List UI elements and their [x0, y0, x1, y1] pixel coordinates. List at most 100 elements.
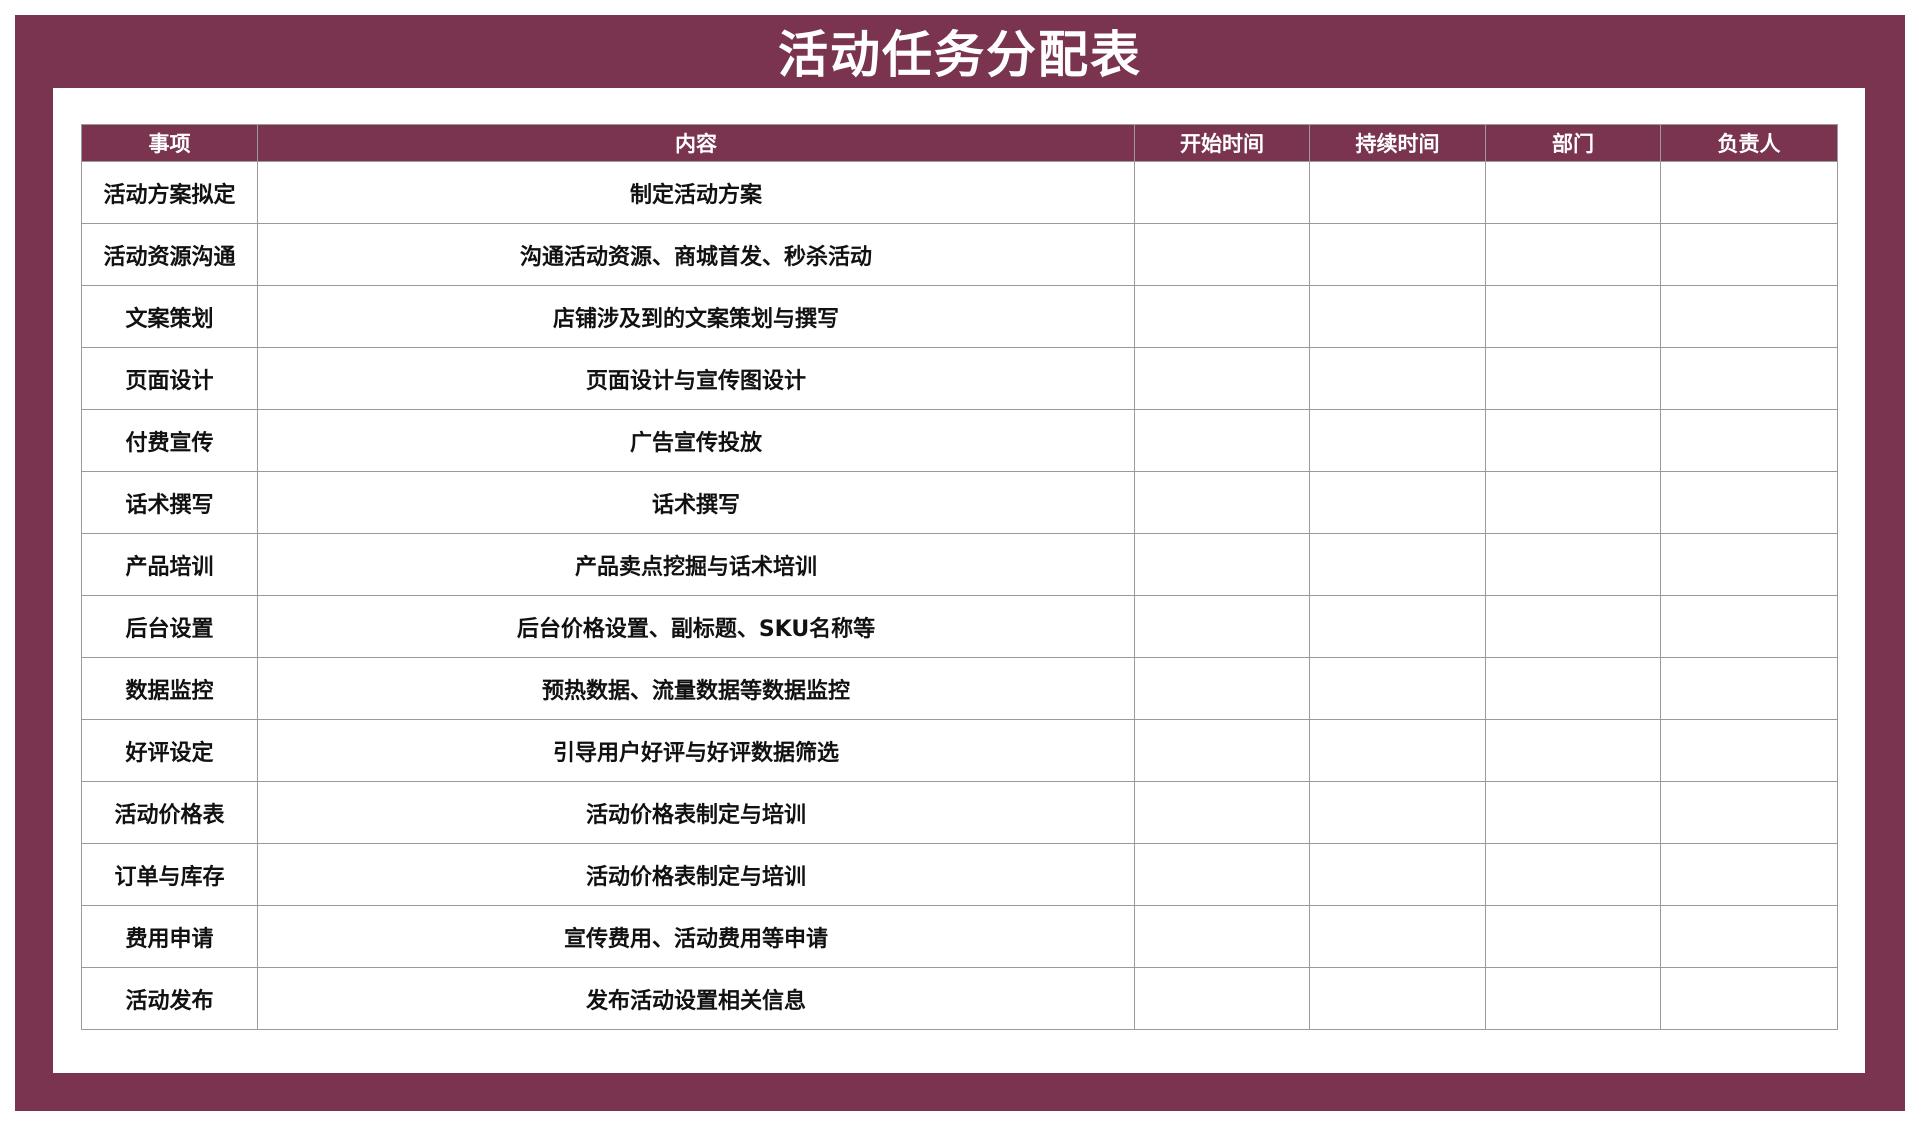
department-cell[interactable] — [1485, 285, 1661, 348]
item-cell: 活动价格表 — [81, 781, 258, 844]
sheet-frame: 活动任务分配表 事项 内容 开始时间 持续时间 部门 负责人 活动方案拟定 制定活… — [15, 15, 1905, 1111]
duration-cell[interactable] — [1309, 347, 1486, 410]
item-cell: 话术撰写 — [81, 471, 258, 534]
duration-cell[interactable] — [1309, 719, 1486, 782]
table-row: 付费宣传 广告宣传投放 — [81, 409, 1838, 472]
table-row: 页面设计 页面设计与宣传图设计 — [81, 347, 1838, 410]
content-cell: 活动价格表制定与培训 — [257, 781, 1135, 844]
department-cell[interactable] — [1485, 657, 1661, 720]
item-cell: 付费宣传 — [81, 409, 258, 472]
owner-cell[interactable] — [1660, 471, 1838, 534]
start-time-cell[interactable] — [1134, 223, 1310, 286]
table-row: 费用申请 宣传费用、活动费用等申请 — [81, 905, 1838, 968]
owner-cell[interactable] — [1660, 843, 1838, 906]
start-time-cell[interactable] — [1134, 471, 1310, 534]
department-cell[interactable] — [1485, 595, 1661, 658]
owner-cell[interactable] — [1660, 409, 1838, 472]
department-cell[interactable] — [1485, 409, 1661, 472]
task-table: 事项 内容 开始时间 持续时间 部门 负责人 活动方案拟定 制定活动方案 活动资源沟… — [81, 124, 1838, 1030]
content-cell: 活动价格表制定与培训 — [257, 843, 1135, 906]
department-cell[interactable] — [1485, 347, 1661, 410]
duration-cell[interactable] — [1309, 657, 1486, 720]
content-cell: 后台价格设置、副标题、SKU名称等 — [257, 595, 1135, 658]
department-cell[interactable] — [1485, 161, 1661, 224]
item-cell: 活动方案拟定 — [81, 161, 258, 224]
start-time-cell[interactable] — [1134, 905, 1310, 968]
content-cell: 引导用户好评与好评数据筛选 — [257, 719, 1135, 782]
content-cell: 制定活动方案 — [257, 161, 1135, 224]
department-cell[interactable] — [1485, 533, 1661, 596]
owner-cell[interactable] — [1660, 223, 1838, 286]
start-time-cell[interactable] — [1134, 409, 1310, 472]
department-cell[interactable] — [1485, 471, 1661, 534]
start-time-cell[interactable] — [1134, 595, 1310, 658]
department-cell[interactable] — [1485, 223, 1661, 286]
table-row: 话术撰写 话术撰写 — [81, 471, 1838, 534]
owner-cell[interactable] — [1660, 595, 1838, 658]
item-cell: 产品培训 — [81, 533, 258, 596]
item-cell: 订单与库存 — [81, 843, 258, 906]
start-time-cell[interactable] — [1134, 967, 1310, 1030]
table-row: 活动价格表 活动价格表制定与培训 — [81, 781, 1838, 844]
header-start-time: 开始时间 — [1134, 124, 1310, 162]
content-cell: 预热数据、流量数据等数据监控 — [257, 657, 1135, 720]
duration-cell[interactable] — [1309, 285, 1486, 348]
owner-cell[interactable] — [1660, 533, 1838, 596]
department-cell[interactable] — [1485, 781, 1661, 844]
duration-cell[interactable] — [1309, 595, 1486, 658]
duration-cell[interactable] — [1309, 843, 1486, 906]
owner-cell[interactable] — [1660, 905, 1838, 968]
item-cell: 费用申请 — [81, 905, 258, 968]
table-row: 活动发布 发布活动设置相关信息 — [81, 967, 1838, 1030]
department-cell[interactable] — [1485, 905, 1661, 968]
start-time-cell[interactable] — [1134, 781, 1310, 844]
header-row: 事项 内容 开始时间 持续时间 部门 负责人 — [81, 124, 1838, 162]
department-cell[interactable] — [1485, 967, 1661, 1030]
owner-cell[interactable] — [1660, 285, 1838, 348]
table-row: 数据监控 预热数据、流量数据等数据监控 — [81, 657, 1838, 720]
department-cell[interactable] — [1485, 843, 1661, 906]
table-row: 产品培训 产品卖点挖掘与话术培训 — [81, 533, 1838, 596]
header-content: 内容 — [257, 124, 1135, 162]
duration-cell[interactable] — [1309, 223, 1486, 286]
department-cell[interactable] — [1485, 719, 1661, 782]
item-cell: 好评设定 — [81, 719, 258, 782]
start-time-cell[interactable] — [1134, 161, 1310, 224]
owner-cell[interactable] — [1660, 657, 1838, 720]
content-cell: 页面设计与宣传图设计 — [257, 347, 1135, 410]
start-time-cell[interactable] — [1134, 285, 1310, 348]
start-time-cell[interactable] — [1134, 843, 1310, 906]
header-department: 部门 — [1485, 124, 1661, 162]
start-time-cell[interactable] — [1134, 533, 1310, 596]
duration-cell[interactable] — [1309, 409, 1486, 472]
table-row: 订单与库存 活动价格表制定与培训 — [81, 843, 1838, 906]
table-row: 后台设置 后台价格设置、副标题、SKU名称等 — [81, 595, 1838, 658]
content-cell: 沟通活动资源、商城首发、秒杀活动 — [257, 223, 1135, 286]
content-cell: 发布活动设置相关信息 — [257, 967, 1135, 1030]
duration-cell[interactable] — [1309, 967, 1486, 1030]
item-cell: 页面设计 — [81, 347, 258, 410]
table-row: 文案策划 店铺涉及到的文案策划与撰写 — [81, 285, 1838, 348]
item-cell: 活动发布 — [81, 967, 258, 1030]
table-row: 好评设定 引导用户好评与好评数据筛选 — [81, 719, 1838, 782]
owner-cell[interactable] — [1660, 719, 1838, 782]
owner-cell[interactable] — [1660, 161, 1838, 224]
owner-cell[interactable] — [1660, 781, 1838, 844]
table-row: 活动方案拟定 制定活动方案 — [81, 161, 1838, 224]
duration-cell[interactable] — [1309, 161, 1486, 224]
duration-cell[interactable] — [1309, 533, 1486, 596]
owner-cell[interactable] — [1660, 347, 1838, 410]
start-time-cell[interactable] — [1134, 657, 1310, 720]
content-cell: 话术撰写 — [257, 471, 1135, 534]
start-time-cell[interactable] — [1134, 347, 1310, 410]
content-cell: 店铺涉及到的文案策划与撰写 — [257, 285, 1135, 348]
content-cell: 宣传费用、活动费用等申请 — [257, 905, 1135, 968]
duration-cell[interactable] — [1309, 781, 1486, 844]
content-cell: 广告宣传投放 — [257, 409, 1135, 472]
duration-cell[interactable] — [1309, 905, 1486, 968]
header-item: 事项 — [81, 124, 258, 162]
duration-cell[interactable] — [1309, 471, 1486, 534]
item-cell: 活动资源沟通 — [81, 223, 258, 286]
start-time-cell[interactable] — [1134, 719, 1310, 782]
owner-cell[interactable] — [1660, 967, 1838, 1030]
